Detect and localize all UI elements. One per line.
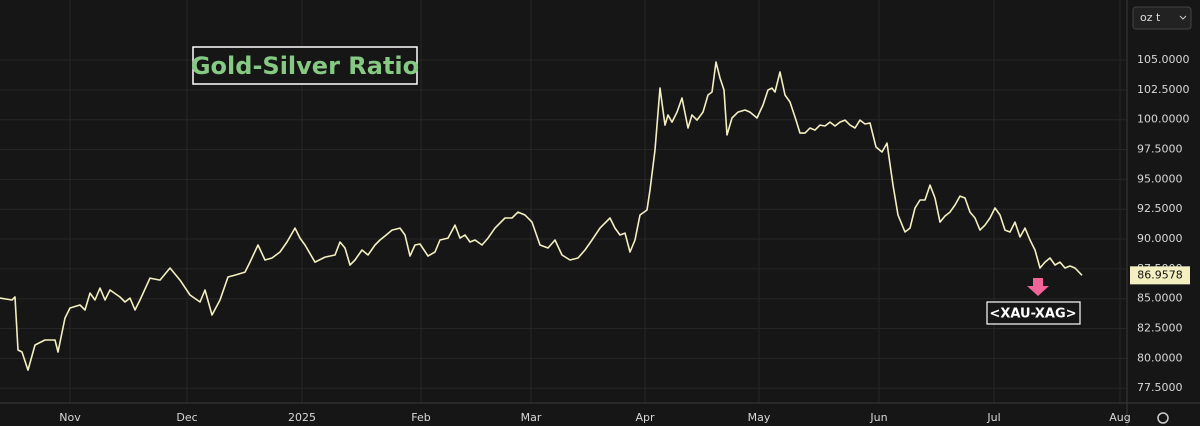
x-tick-label: May xyxy=(748,411,771,424)
chart-title: Gold-Silver Ratio xyxy=(191,52,419,80)
y-tick-label: 82.5000 xyxy=(1137,322,1183,335)
y-tick-label: 100.0000 xyxy=(1137,113,1190,126)
y-tick-label: 95.0000 xyxy=(1137,172,1183,185)
y-tick-label: 92.5000 xyxy=(1137,202,1183,215)
dropdown-icon xyxy=(1179,15,1187,20)
x-tick-label: Jun xyxy=(869,411,887,424)
settings-icon[interactable] xyxy=(1157,412,1169,424)
x-tick-label: 2025 xyxy=(288,411,316,424)
last-value-label: 86.9578 xyxy=(1137,268,1183,281)
unit-select[interactable] xyxy=(1132,6,1192,30)
x-tick-label: Aug xyxy=(1109,411,1130,424)
y-tick-label: 90.0000 xyxy=(1137,232,1183,245)
plot xyxy=(0,61,1083,371)
symbol-box xyxy=(986,301,1081,325)
arrow-icon xyxy=(1027,278,1049,296)
x-tick-label: Dec xyxy=(176,411,197,424)
y-tick-label: 102.5000 xyxy=(1137,83,1190,96)
y-tick-label: 80.0000 xyxy=(1137,351,1183,364)
title-box xyxy=(192,46,418,85)
x-tick-label: Mar xyxy=(521,411,542,424)
data-line xyxy=(0,61,1083,371)
grid xyxy=(0,0,1127,403)
y-tick-label: 85.0000 xyxy=(1137,292,1183,305)
x-tick-label: Apr xyxy=(635,411,655,424)
y-tick-label: 97.5000 xyxy=(1137,143,1183,156)
x-tick-label: Nov xyxy=(59,411,81,424)
y-tick-label: 77.5000 xyxy=(1137,381,1183,394)
symbol-label: <XAU-XAG> xyxy=(989,307,1076,322)
x-tick-label: Jul xyxy=(986,411,1000,424)
last-value-box xyxy=(1130,266,1190,285)
y-tick-label: 105.0000 xyxy=(1137,53,1190,66)
unit-label: oz t xyxy=(1140,11,1161,24)
x-tick-label: Feb xyxy=(411,411,430,424)
